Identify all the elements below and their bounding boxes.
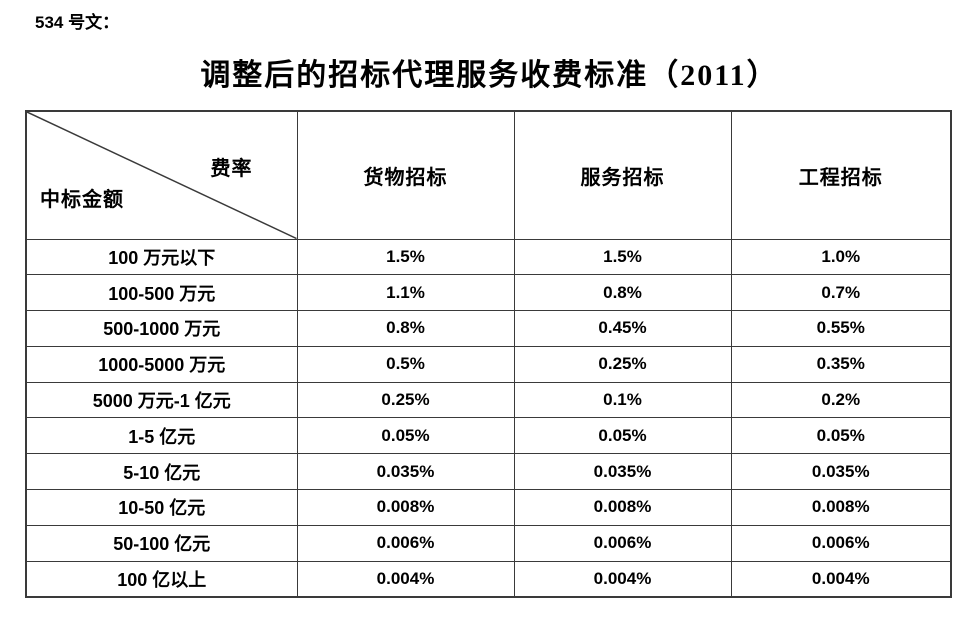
table-row: 1000-5000 万元 0.5% 0.25% 0.35% [25, 345, 952, 383]
table-row: 100-500 万元 1.1% 0.8% 0.7% [25, 274, 952, 312]
rate-value-cell: 0.05% [513, 417, 732, 455]
row-label-bid-amount-range: 10-50 亿元 [25, 489, 298, 526]
page-title: 调整后的招标代理服务收费标准（2011） [200, 59, 779, 92]
rate-value-cell: 0.25% [513, 345, 732, 383]
rate-value-cell: 0.035% [296, 453, 515, 491]
row-label-bid-amount-range: 5-10 亿元 [25, 453, 298, 491]
column-header-engineering-bidding: 工程招标 [730, 110, 952, 240]
rate-value-cell: 0.006% [296, 524, 515, 562]
rate-value-cell: 1.5% [513, 238, 732, 276]
row-label-bid-amount-range: 100-500 万元 [25, 274, 298, 312]
rate-value-cell: 0.45% [513, 310, 732, 347]
row-label-bid-amount-range: 500-1000 万元 [25, 310, 298, 347]
rate-value-cell: 0.25% [296, 381, 515, 419]
row-label-bid-amount-range: 1000-5000 万元 [25, 345, 298, 383]
row-label-bid-amount-range: 50-100 亿元 [25, 524, 298, 562]
corner-label-bid-amount: 中标金额 [40, 189, 124, 211]
rate-value-cell: 0.7% [730, 274, 952, 312]
corner-label-fee-rate: 费率 [210, 158, 253, 180]
rate-value-cell: 0.8% [513, 274, 732, 312]
table-body: 100 万元以下 1.5% 1.5% 1.0% 100-500 万元 1.1% 0.8% 0.… [25, 238, 952, 598]
table-row: 100 万元以下 1.5% 1.5% 1.0% [25, 238, 952, 276]
table-row: 100 亿以上 0.004% 0.004% 0.004% [25, 560, 952, 598]
rate-value-cell: 0.8% [296, 310, 515, 347]
rate-value-cell: 0.008% [513, 489, 732, 526]
row-label-bid-amount-range: 100 亿以上 [25, 560, 298, 598]
rate-value-cell: 0.05% [296, 417, 515, 455]
rate-value-cell: 0.004% [513, 560, 732, 598]
table-row: 5000 万元-1 亿元 0.25% 0.1% 0.2% [25, 381, 952, 419]
rate-value-cell: 0.004% [730, 560, 952, 598]
table-row: 10-50 亿元 0.008% 0.008% 0.008% [25, 489, 952, 526]
table-row: 5-10 亿元 0.035% 0.035% 0.035% [25, 453, 952, 491]
rate-value-cell: 0.35% [730, 345, 952, 383]
fee-table: 费率 中标金额 货物招标 服务招标 工程招标 100 万元以下 1.5% 1.5% 1… [25, 110, 952, 598]
rate-value-cell: 0.008% [296, 489, 515, 526]
row-label-bid-amount-range: 100 万元以下 [25, 238, 298, 276]
rate-value-cell: 1.5% [296, 238, 515, 276]
rate-value-cell: 0.05% [730, 417, 952, 455]
rate-value-cell: 0.006% [513, 524, 732, 562]
doc-number-label: 534 号文： [35, 13, 120, 32]
rate-value-cell: 0.035% [513, 453, 732, 491]
rate-value-cell: 0.55% [730, 310, 952, 347]
corner-header-cell: 费率 中标金额 [25, 110, 298, 240]
column-header-goods-bidding: 货物招标 [296, 110, 515, 240]
diagonal-divider-line [27, 112, 297, 239]
row-label-bid-amount-range: 5000 万元-1 亿元 [25, 381, 298, 419]
rate-value-cell: 1.0% [730, 238, 952, 276]
row-label-bid-amount-range: 1-5 亿元 [25, 417, 298, 455]
rate-value-cell: 0.008% [730, 489, 952, 526]
rate-value-cell: 0.004% [296, 560, 515, 598]
rate-value-cell: 0.035% [730, 453, 952, 491]
column-header-service-bidding: 服务招标 [513, 110, 732, 240]
rate-value-cell: 0.2% [730, 381, 952, 419]
rate-value-cell: 0.1% [513, 381, 732, 419]
table-row: 50-100 亿元 0.006% 0.006% 0.006% [25, 524, 952, 562]
rate-value-cell: 0.5% [296, 345, 515, 383]
table-header-row: 费率 中标金额 货物招标 服务招标 工程招标 [25, 110, 952, 240]
table-row: 500-1000 万元 0.8% 0.45% 0.55% [25, 310, 952, 347]
rate-value-cell: 0.006% [730, 524, 952, 562]
rate-value-cell: 1.1% [296, 274, 515, 312]
table-row: 1-5 亿元 0.05% 0.05% 0.05% [25, 417, 952, 455]
